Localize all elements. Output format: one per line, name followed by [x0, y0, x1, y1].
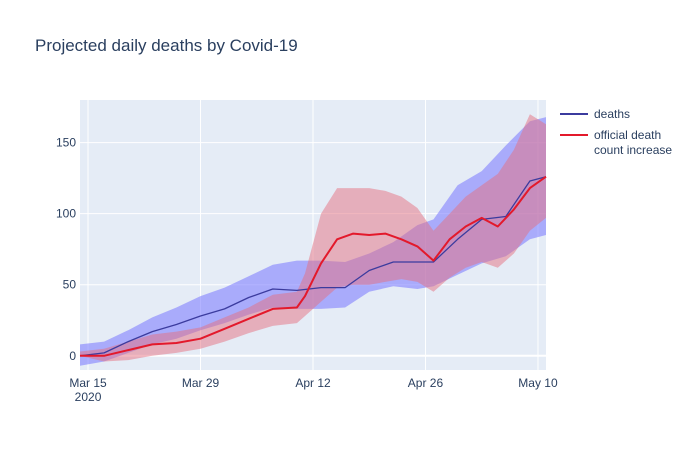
- x-tick-label-1: Mar 29: [182, 376, 220, 390]
- x-tick-label-2: Apr 12: [295, 376, 331, 390]
- y-tick-label-2: 100: [56, 207, 76, 221]
- line-layer: [79, 175, 547, 357]
- legend-label: deaths: [594, 107, 630, 121]
- grid-layer: [80, 100, 546, 370]
- y-tick-label-1: 50: [63, 278, 77, 292]
- x-tick-sublabel-0: 2020: [75, 390, 102, 404]
- legend-item-deaths[interactable]: deaths: [560, 107, 630, 121]
- x-tick-label-0: Mar 15: [69, 376, 107, 390]
- y-tick-label-0: 0: [69, 349, 76, 363]
- y-tick-label-3: 150: [56, 136, 76, 150]
- chart-title: Projected daily deaths by Covid-19: [35, 36, 298, 55]
- deaths-band: [80, 117, 546, 366]
- official-series-line[interactable]: [80, 175, 547, 357]
- legend-label: official death: [594, 128, 661, 142]
- deaths-series-line[interactable]: [79, 176, 547, 357]
- x-tick-label-4: May 10: [518, 376, 558, 390]
- x-tick-label-3: Apr 26: [408, 376, 444, 390]
- legend-label: count increase: [594, 143, 672, 157]
